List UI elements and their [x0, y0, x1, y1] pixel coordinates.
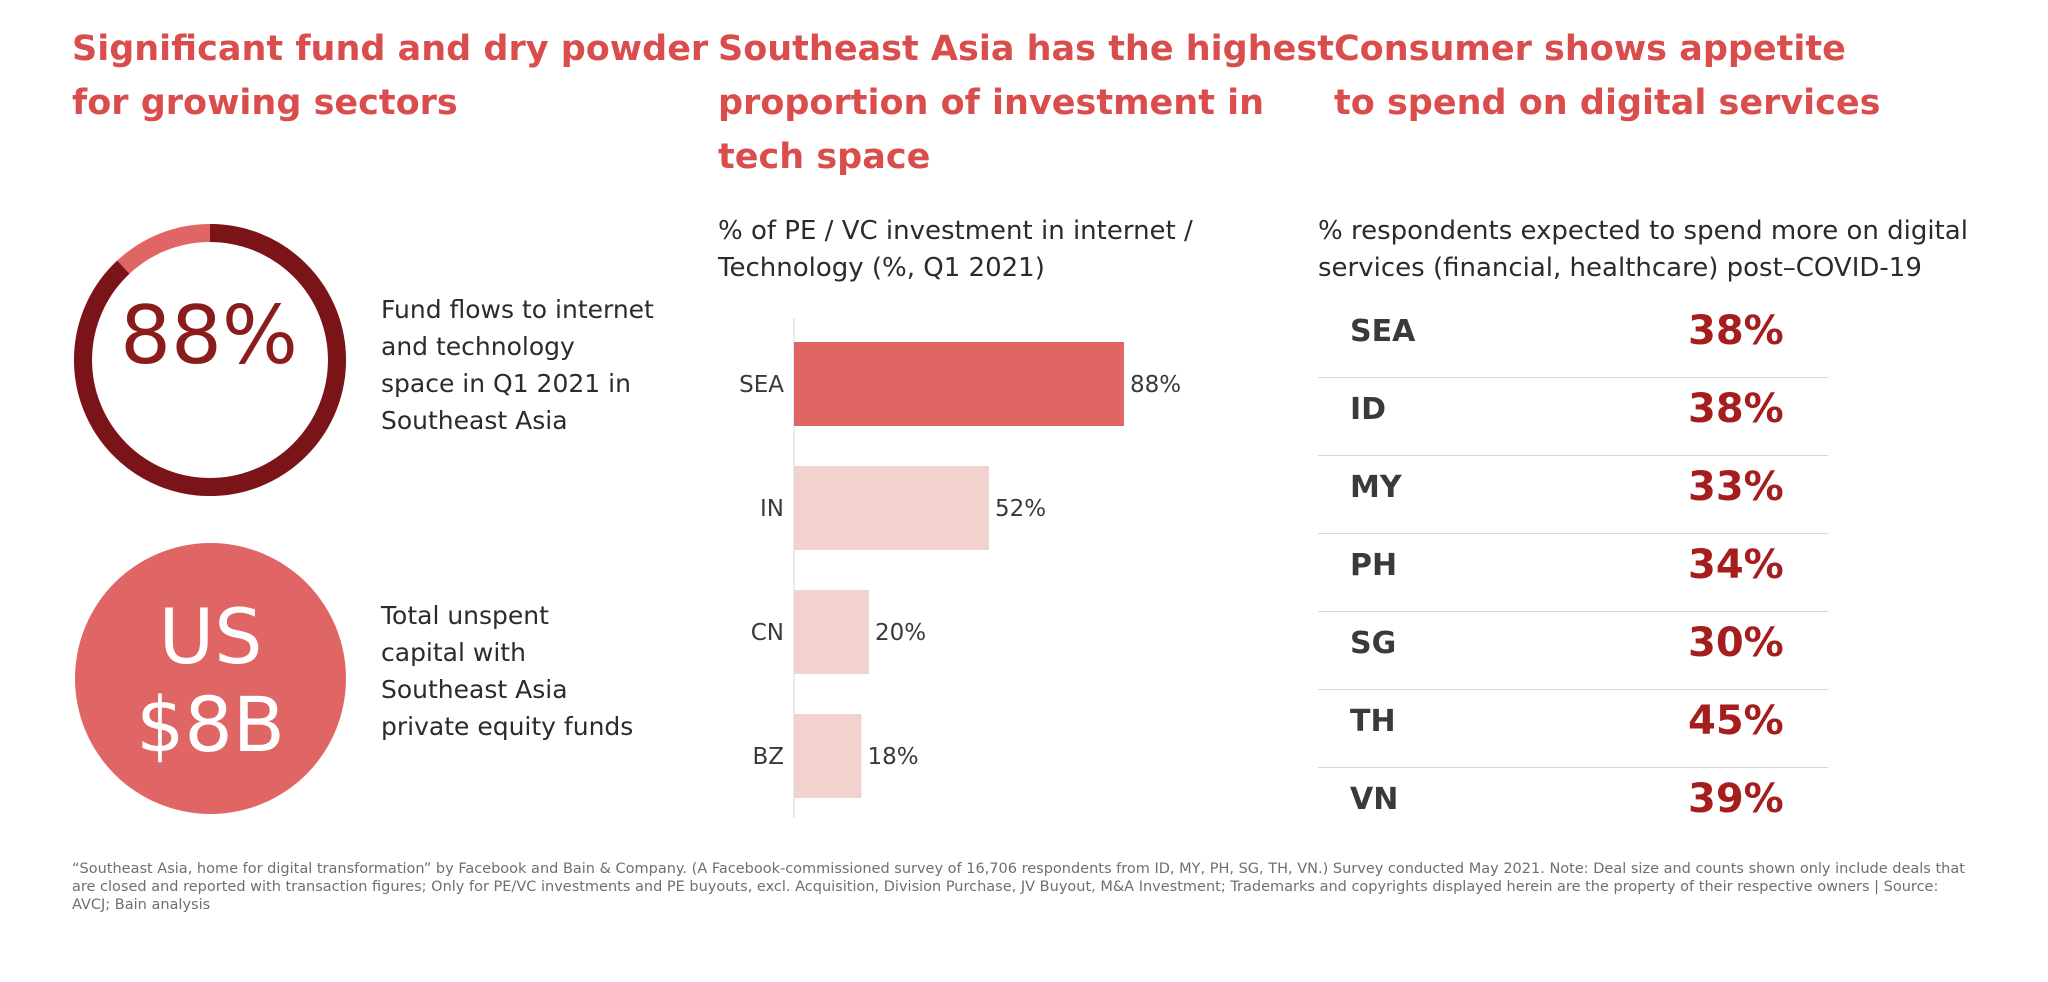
- value-label: 88%: [1130, 372, 1181, 398]
- donut-chart: [74, 224, 346, 496]
- spend-percent: 39%: [1688, 776, 1784, 822]
- table-row: PH 34%: [1318, 534, 1828, 612]
- fund-flow-description: Fund flows to internet and technology sp…: [381, 291, 654, 439]
- category-label: IN: [760, 496, 784, 522]
- fund-flow-line: and technology: [381, 332, 575, 361]
- table-row: TH 45%: [1318, 690, 1828, 768]
- value-label: 52%: [995, 496, 1046, 522]
- unspent-capital-description: Total unspent capital with Southeast Asi…: [381, 597, 633, 745]
- fund-flow-line: Southeast Asia: [381, 406, 568, 435]
- footnote: “Southeast Asia, home for digital transf…: [72, 860, 1972, 914]
- table-row: SEA 38%: [1318, 300, 1828, 378]
- donut-arc: [74, 224, 346, 496]
- bar-sea: [794, 342, 1124, 426]
- tech-heading: Southeast Asia has the highest proportio…: [718, 22, 1334, 184]
- tech-heading-line: Southeast Asia has the highest: [718, 29, 1334, 69]
- consumer-heading-line: to spend on digital services: [1334, 83, 1881, 123]
- bar-chart-subtitle-line: % of PE / VC investment in internet /: [718, 216, 1193, 246]
- bar-chart-subtitle: % of PE / VC investment in internet / Te…: [718, 213, 1193, 287]
- value-label: 18%: [868, 744, 919, 770]
- table-row: SG 30%: [1318, 612, 1828, 690]
- table-row: ID 38%: [1318, 378, 1828, 456]
- footnote-line: are closed and reported with transaction…: [72, 879, 1939, 895]
- footnote-line: AVCJ; Bain analysis: [72, 897, 211, 913]
- category-label: CN: [751, 620, 784, 646]
- spend-percent: 38%: [1688, 308, 1784, 354]
- consumer-heading-line: Consumer shows appetite: [1334, 29, 1846, 69]
- spend-percent: 45%: [1688, 698, 1784, 744]
- country-code: TH: [1350, 704, 1396, 739]
- dry-powder-amount: $8B: [136, 680, 285, 769]
- country-code: VN: [1350, 782, 1399, 817]
- dry-powder-circle: US $8B: [75, 543, 346, 814]
- fund-flow-line: space in Q1 2021 in: [381, 369, 631, 398]
- tech-heading-line: proportion of investment in: [718, 83, 1265, 123]
- category-label: BZ: [752, 744, 784, 770]
- country-code: MY: [1350, 470, 1402, 505]
- spend-table: SEA 38% ID 38% MY 33% PH 34% SG 30% TH 4…: [1318, 300, 1828, 845]
- spend-subtitle: % respondents expected to spend more on …: [1318, 213, 1968, 287]
- tech-heading-line: tech space: [718, 137, 931, 177]
- spend-percent: 33%: [1688, 464, 1784, 510]
- consumer-heading: Consumer shows appetite to spend on digi…: [1334, 22, 1880, 130]
- unspent-capital-line: private equity funds: [381, 712, 634, 741]
- dry-powder-currency: US: [158, 592, 263, 681]
- spend-percent: 38%: [1688, 386, 1784, 432]
- unspent-capital-line: Southeast Asia: [381, 675, 568, 704]
- category-label: SEA: [739, 372, 784, 398]
- country-code: SG: [1350, 626, 1397, 661]
- bar-chart-subtitle-line: Technology (%, Q1 2021): [718, 253, 1045, 283]
- fund-heading-line: for growing sectors: [72, 83, 458, 123]
- table-row: MY 33%: [1318, 456, 1828, 534]
- fund-flow-line: Fund flows to internet: [381, 295, 654, 324]
- bar-chart: SEA 88% IN 52% CN 20% BZ 18%: [739, 318, 1181, 818]
- footnote-line: “Southeast Asia, home for digital transf…: [72, 861, 1965, 877]
- value-label: 20%: [875, 620, 926, 646]
- fund-heading-line: Significant fund and dry powder: [72, 29, 709, 69]
- spend-subtitle-line: services (financial, healthcare) post–CO…: [1318, 253, 1922, 283]
- bar-cn: [794, 590, 869, 674]
- country-code: ID: [1350, 392, 1387, 427]
- donut-value: 88%: [120, 289, 298, 382]
- spend-percent: 30%: [1688, 620, 1784, 666]
- spend-percent: 34%: [1688, 542, 1784, 588]
- unspent-capital-line: capital with: [381, 638, 526, 667]
- country-code: SEA: [1350, 314, 1416, 349]
- bar-bz: [794, 714, 862, 798]
- table-row: VN 39%: [1318, 768, 1828, 845]
- bar-in: [794, 466, 989, 550]
- spend-subtitle-line: % respondents expected to spend more on …: [1318, 216, 1968, 246]
- fund-heading: Significant fund and dry powder for grow…: [72, 22, 708, 130]
- unspent-capital-line: Total unspent: [381, 601, 549, 630]
- country-code: PH: [1350, 548, 1398, 583]
